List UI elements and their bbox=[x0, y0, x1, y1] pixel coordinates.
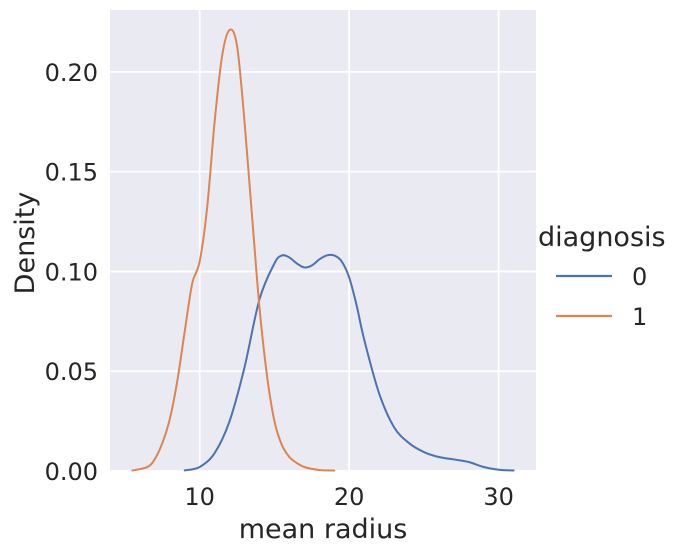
series-lines bbox=[131, 28, 515, 472]
plot-area-background bbox=[110, 10, 536, 471]
y-tick-label: 0.05 bbox=[45, 358, 98, 386]
x-tick-label: 20 bbox=[334, 483, 365, 511]
y-tick-label: 0.00 bbox=[45, 458, 98, 486]
legend-label-1: 1 bbox=[632, 303, 647, 331]
y-axis-label: Density bbox=[10, 192, 41, 295]
x-axis-label: mean radius bbox=[239, 514, 408, 545]
x-axis-ticks: 10 20 30 bbox=[184, 483, 513, 511]
density-line-series-0 bbox=[183, 253, 515, 472]
y-axis-ticks: 0.00 0.05 0.10 0.15 0.20 bbox=[45, 59, 98, 486]
grid-lines bbox=[110, 10, 536, 472]
x-tick-label: 10 bbox=[184, 483, 215, 511]
legend: diagnosis 0 1 bbox=[538, 222, 666, 331]
y-tick-label: 0.10 bbox=[45, 258, 98, 286]
x-tick-label: 30 bbox=[483, 483, 514, 511]
density-line-series-1 bbox=[131, 28, 336, 472]
legend-title: diagnosis bbox=[538, 222, 666, 253]
y-tick-label: 0.20 bbox=[45, 59, 98, 87]
legend-label-0: 0 bbox=[632, 263, 647, 291]
y-tick-label: 0.15 bbox=[45, 159, 98, 187]
